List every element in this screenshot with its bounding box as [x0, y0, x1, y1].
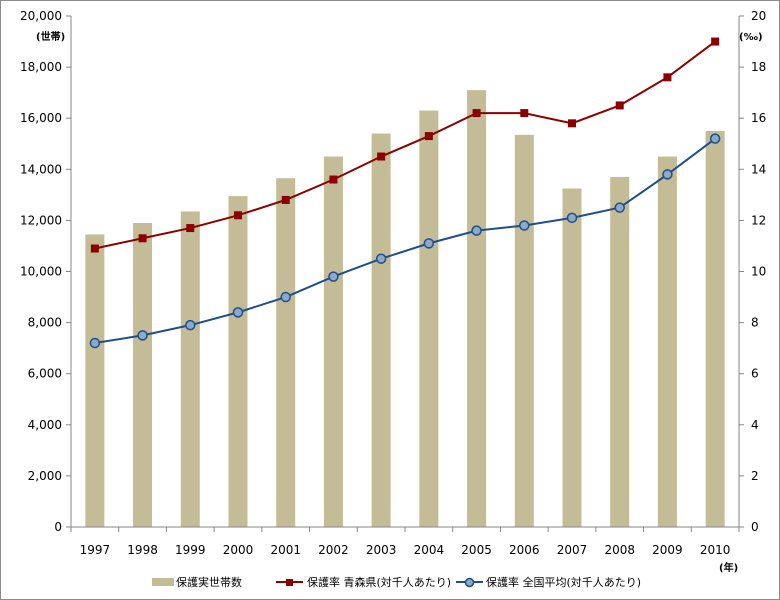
x-tick-label-2009: 2009	[652, 543, 683, 557]
left-tick-label: 10,000	[20, 265, 62, 279]
point-national-1997	[89, 337, 101, 349]
point-national-1998	[137, 330, 148, 341]
left-tick-label: 12,000	[20, 213, 62, 227]
bar-2009	[657, 156, 677, 527]
x-tick-label-1999: 1999	[175, 543, 206, 557]
left-tick-label: 2,000	[28, 469, 62, 483]
point-aomori-2005	[472, 109, 481, 118]
legend-swatch-bar	[152, 578, 174, 586]
bar-2010	[705, 130, 725, 527]
point-aomori-2009	[663, 73, 672, 82]
legend: 保護実世帯数 保護率 青森県(対千人あたり) 保護率 全国平均(対千人あたり)	[152, 575, 641, 589]
bar-1998	[133, 222, 153, 527]
x-tick-label-2002: 2002	[318, 543, 349, 557]
bar-2001	[276, 178, 296, 527]
left-tick-label: 4,000	[28, 418, 62, 432]
point-national-2007	[566, 212, 578, 224]
x-axis-unit: (年)	[719, 561, 738, 574]
left-tick-label: 16,000	[20, 111, 62, 125]
right-axis-unit: (‰)	[739, 32, 763, 43]
point-aomori-2004	[424, 132, 433, 141]
legend-label-national: 保護率 全国平均(対千人あたり)	[486, 575, 641, 589]
axis-labels: 0 2,000 4,000 6,000 8,000 10,000 12,000 14,000 1…	[20, 9, 766, 557]
point-national-2008	[614, 202, 625, 213]
x-tick-label-2000: 2000	[223, 543, 254, 557]
bar-2007	[562, 188, 582, 527]
point-aomori-2001	[281, 195, 290, 204]
legend-marker-aomori	[286, 579, 293, 586]
legend-marker-national	[464, 577, 475, 588]
point-aomori-1998	[138, 234, 147, 243]
right-tick-label: 14	[751, 162, 766, 176]
bar-2002	[323, 156, 343, 527]
point-aomori-2003	[377, 152, 386, 161]
legend-label-households: 保護実世帯数	[176, 575, 242, 589]
x-tick-label-2004: 2004	[414, 543, 445, 557]
point-aomori-1999	[186, 224, 195, 233]
x-tick-label-2003: 2003	[366, 543, 397, 557]
point-national-2005	[471, 225, 482, 236]
bar-series	[85, 90, 725, 527]
bar-2000	[228, 196, 248, 527]
x-tick-label-2010: 2010	[700, 543, 731, 557]
x-tick-label-2006: 2006	[509, 543, 540, 557]
x-tick-label-2001: 2001	[270, 543, 301, 557]
right-tick-label: 12	[751, 213, 766, 227]
bar-1999	[180, 211, 200, 527]
point-aomori-2008	[615, 101, 624, 110]
x-tick-label-1997: 1997	[80, 543, 111, 557]
right-tick-label: 16	[751, 111, 766, 125]
x-tick-label-2007: 2007	[557, 543, 588, 557]
left-axis-unit: (世帯)	[36, 30, 65, 43]
point-national-2001	[280, 291, 291, 303]
point-aomori-1997	[90, 244, 99, 253]
point-national-2003	[375, 253, 387, 264]
point-national-2000	[232, 307, 244, 318]
point-aomori-2006	[520, 109, 529, 118]
x-tick-label-1998: 1998	[127, 543, 158, 557]
bar-2005	[467, 90, 487, 527]
left-tick-label: 14,000	[20, 162, 62, 176]
right-tick-label: 2	[751, 469, 759, 483]
point-national-2009	[662, 169, 673, 180]
bar-2003	[371, 133, 391, 527]
axes	[66, 15, 744, 532]
left-tick-label: 6,000	[28, 367, 62, 381]
bar-2008	[610, 176, 630, 527]
point-national-1999	[185, 319, 196, 331]
point-aomori-2010	[711, 37, 720, 46]
line-aomori	[94, 40, 716, 250]
bar-2006	[514, 134, 534, 527]
point-aomori-2000	[234, 211, 242, 220]
bar-1997	[85, 234, 105, 527]
point-national-2002	[328, 271, 339, 282]
left-tick-label: 8,000	[28, 316, 62, 330]
right-tick-label: 18	[751, 60, 766, 74]
x-tick-label-2005: 2005	[461, 543, 492, 557]
right-tick-label: 10	[751, 265, 766, 279]
bar-2004	[419, 110, 439, 527]
right-tick-label: 8	[751, 316, 759, 330]
right-tick-label: 0	[751, 520, 759, 534]
line-national	[94, 137, 716, 345]
point-aomori-2007	[568, 119, 576, 128]
line-series	[89, 37, 721, 349]
right-tick-label: 6	[751, 367, 759, 381]
left-tick-label: 0	[54, 520, 62, 534]
point-national-2006	[519, 220, 530, 231]
x-tick-label-2008: 2008	[604, 543, 635, 557]
point-national-2010	[709, 133, 721, 144]
legend-label-aomori: 保護率 青森県(対千人あたり)	[307, 575, 451, 589]
left-tick-label: 18,000	[20, 60, 62, 74]
point-aomori-2002	[329, 175, 338, 184]
point-national-2004	[423, 238, 435, 249]
left-tick-label: 20,000	[20, 9, 62, 23]
right-tick-label: 4	[751, 418, 759, 432]
right-tick-label: 20	[751, 9, 766, 23]
